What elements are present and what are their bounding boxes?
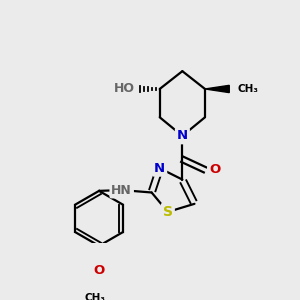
Text: N: N	[154, 162, 165, 175]
Text: O: O	[93, 264, 105, 277]
Text: HN: HN	[111, 184, 132, 196]
Polygon shape	[205, 85, 229, 93]
Text: N: N	[177, 129, 188, 142]
Text: CH₃: CH₃	[85, 292, 106, 300]
Text: CH₃: CH₃	[237, 84, 258, 94]
Text: HO: HO	[114, 82, 135, 95]
Text: S: S	[163, 205, 173, 219]
Text: O: O	[209, 163, 220, 176]
